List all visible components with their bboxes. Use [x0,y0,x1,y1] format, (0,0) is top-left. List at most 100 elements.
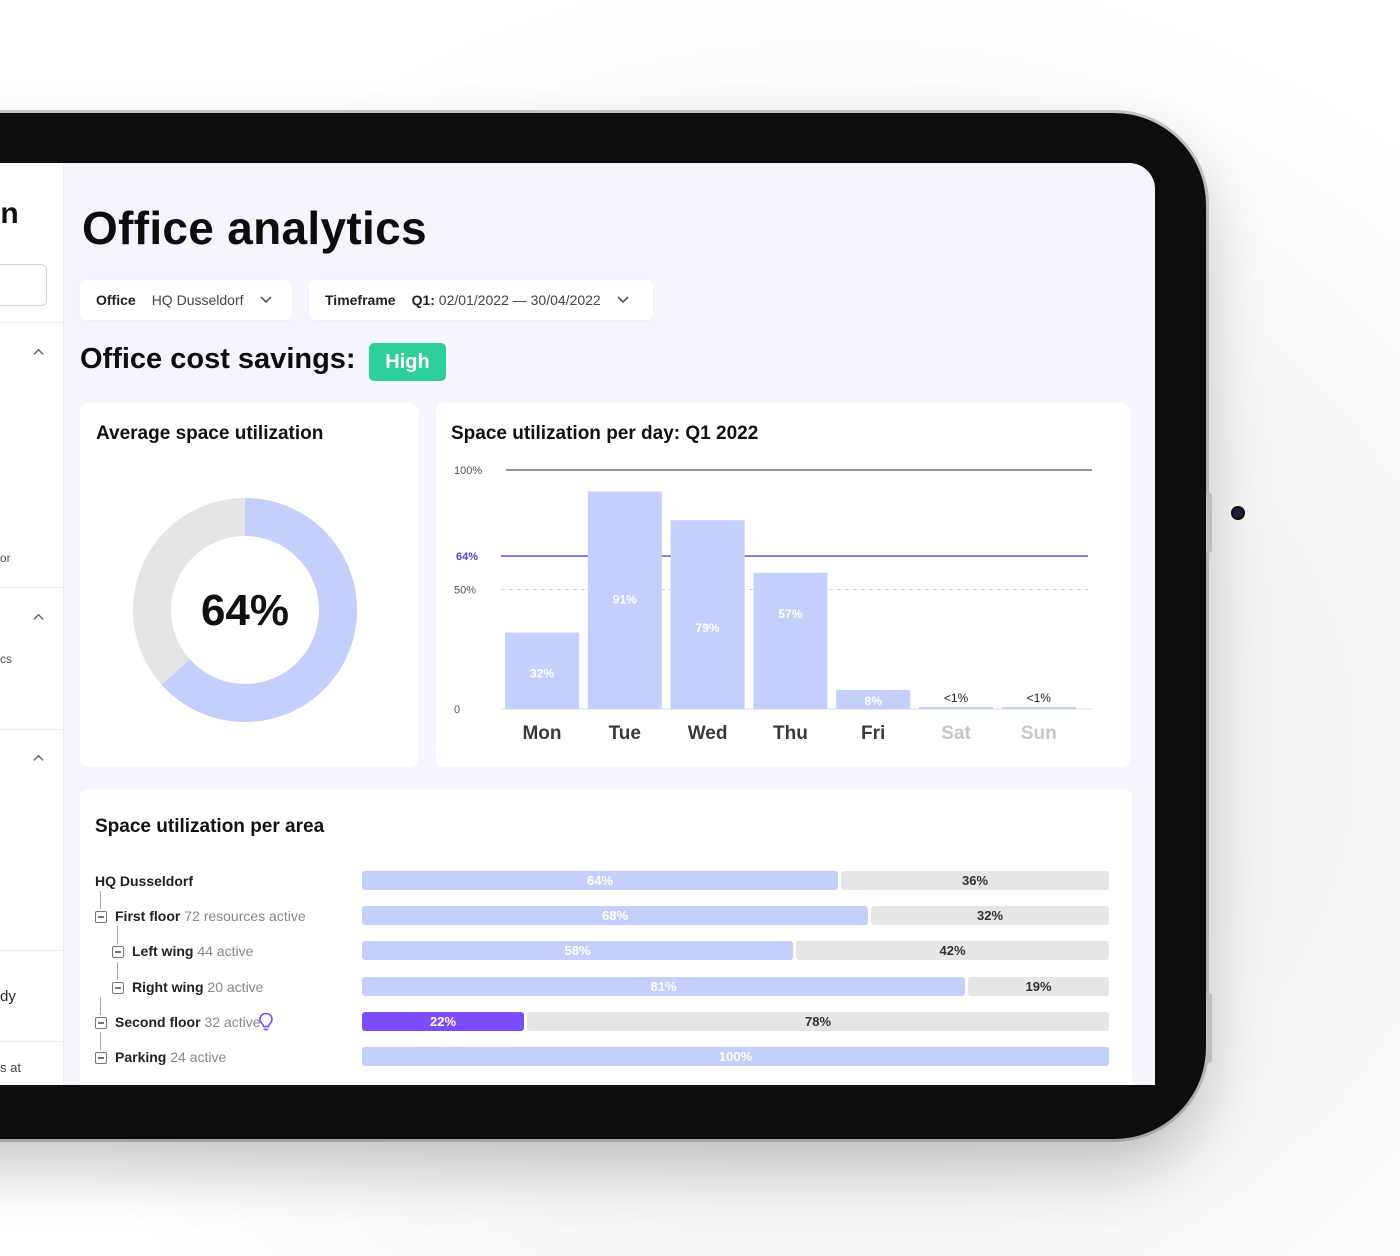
sidebar-fragment: dy [0,988,16,1005]
area-bar: 22% 78% [362,1012,1109,1031]
collapse-box-icon[interactable] [95,1052,107,1064]
y-tick-label: 50% [454,585,476,597]
bar-wed [670,520,745,709]
area-name: First floor [115,908,181,924]
bar-data-label: <1% [944,691,969,705]
area-bar-free: 78% [527,1012,1109,1031]
side-button [1206,993,1212,1063]
divider [0,587,63,588]
sidebar-fragment: or [0,551,11,565]
collapse-box-icon[interactable] [112,946,124,958]
area-bar-used: 22% [362,1012,524,1031]
average-utilization-card: Average space utilization 64% [80,403,418,767]
collapse-box-icon[interactable] [95,911,107,923]
x-tick-label: Sun [1021,723,1057,744]
bar-data-label: 91% [613,593,637,607]
bar-sat [919,707,993,709]
card-title: Average space utilization [96,423,324,444]
bar-sun [1001,707,1076,709]
bar-data-label: 8% [865,694,883,708]
bar-data-label: 79% [696,621,720,635]
bar-data-label: 32% [530,667,554,681]
area-name: HQ Dusseldorf [95,873,194,889]
area-name: Parking [115,1049,167,1065]
card-title: Space utilization per area [95,816,325,837]
sidebar-search-input[interactable] [0,264,47,306]
tree-connector [100,1032,101,1050]
divider [0,729,63,730]
timeframe-filter-label: Timeframe [325,292,396,308]
area-bar-free: 36% [841,871,1109,890]
chevron-up-icon[interactable] [33,612,44,623]
bar-tue [587,491,662,709]
lightbulb-icon[interactable] [258,1012,274,1032]
tree-connector [100,891,101,909]
office-filter-value: HQ Dusseldorf [151,292,244,308]
x-tick-label: Wed [688,723,728,744]
area-row-label: Parking 24 active [115,1049,226,1065]
area-name: Second floor [115,1014,201,1030]
area-detail: 72 resources active [180,908,306,924]
area-bar: 58% 42% [362,941,1109,960]
timeframe-range: 02/01/2022 — 30/04/2022 [438,292,601,308]
utilization-donut [133,498,357,722]
tree-connector [117,962,118,980]
cost-savings-badge: High [369,343,446,381]
tree-connector [100,997,101,1015]
divider [0,1041,63,1042]
x-tick-label: Tue [609,723,641,744]
area-bar-used: 58% [362,941,793,960]
area-detail: 24 active [166,1049,227,1065]
reference-line-label: 64% [456,551,478,563]
timeframe-filter-value: Q1: 02/01/2022 — 30/04/2022 [412,292,601,308]
sidebar-fragment: cs [0,652,12,666]
bar-data-label: <1% [1027,691,1052,705]
timeframe-filter-dropdown[interactable]: Timeframe Q1: 02/01/2022 — 30/04/2022 [309,280,653,320]
area-detail: 44 active [193,943,254,959]
page-title: Office analytics [82,202,427,254]
chevron-up-icon[interactable] [33,753,44,764]
area-row-label: HQ Dusseldorf [95,873,193,889]
area-bar-free: 42% [796,941,1109,960]
x-tick-label: Mon [522,723,561,744]
area-bar: 64% 36% [362,871,1109,890]
area-utilization-card: Space utilization per area HQ Dusseldorf… [80,789,1132,1085]
area-row-label: Second floor 32 active [115,1014,261,1030]
chevron-up-icon[interactable] [33,347,44,358]
area-row-label: Left wing 44 active [132,943,253,959]
volume-button [1206,493,1212,553]
card-title: Space utilization per day: Q1 2022 [451,423,759,444]
chevron-down-icon [259,296,272,304]
bar-data-label: 57% [778,607,802,621]
bar-thu [753,572,828,709]
area-name: Left wing [132,943,194,959]
sidebar: in or cs dy s at [0,163,64,1085]
timeframe-quarter: Q1: [411,292,435,308]
area-bar: 68% 32% [362,906,1109,925]
area-bar-used: 100% [362,1047,1109,1066]
area-row-label: First floor 72 resources active [115,908,306,924]
cost-savings-label: Office cost savings: [80,343,356,375]
y-tick-label: 100% [454,465,482,477]
donut-value: 64% [200,586,290,635]
divider [0,950,63,951]
x-tick-label: Thu [773,723,808,744]
x-tick-label: Sat [941,723,971,744]
collapse-box-icon[interactable] [112,982,124,994]
area-row-label: Right wing 20 active [132,979,263,995]
area-bar-used: 68% [362,906,868,925]
office-filter-label: Office [96,292,136,308]
collapse-box-icon[interactable] [95,1017,107,1029]
area-bar-free: 32% [871,906,1109,925]
donut-used-arc [133,498,357,722]
sidebar-title: in [0,197,19,230]
chevron-down-icon [617,296,629,304]
daily-utilization-card: Space utilization per day: Q1 2022 100% 5… [436,403,1130,767]
office-filter-dropdown[interactable]: Office HQ Dusseldorf [80,280,292,320]
area-detail: 20 active [203,979,264,995]
divider [0,322,63,323]
area-bar-used: 81% [362,977,965,996]
main-content: Office analytics Office HQ Dusseldorf Ti… [63,163,1155,1085]
x-tick-label: Fri [861,723,885,744]
bar-mon [505,632,579,709]
